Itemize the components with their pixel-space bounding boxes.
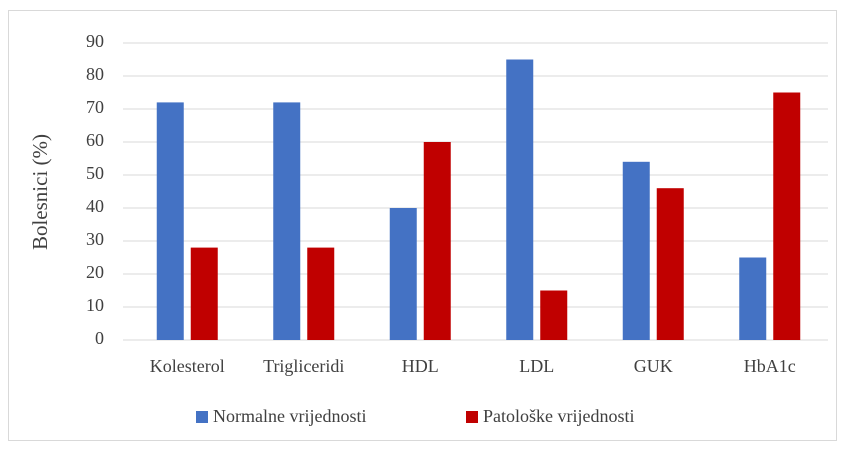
y-tick-label: 90 (86, 31, 104, 51)
x-tick-label: Trigliceridi (263, 356, 344, 376)
y-tick-label: 50 (86, 163, 104, 183)
y-tick-label: 80 (86, 64, 104, 84)
chart-frame (8, 10, 837, 441)
bar (273, 102, 301, 341)
y-tick-label: 70 (86, 97, 104, 117)
legend-label: Normalne vrijednosti (213, 406, 366, 426)
legend-swatch (466, 411, 478, 423)
bar (389, 208, 417, 340)
y-tick-label: 30 (86, 229, 104, 249)
legend-swatch (196, 411, 208, 423)
bar (506, 59, 534, 340)
bar (156, 102, 184, 341)
y-axis-label: Bolesnici (%) (28, 134, 52, 250)
x-tick-label: LDL (519, 356, 554, 376)
x-tick-label: Kolesterol (150, 356, 225, 376)
x-tick-label: HDL (402, 356, 439, 376)
y-tick-label: 60 (86, 130, 104, 150)
x-tick-label: HbA1c (744, 356, 796, 376)
bar (739, 257, 767, 340)
bar (656, 188, 684, 340)
y-tick-label: 20 (86, 262, 104, 282)
legend-label: Patološke vrijednosti (483, 406, 635, 426)
x-tick-label: GUK (634, 356, 673, 376)
y-tick-label: 0 (95, 328, 104, 348)
y-tick-label: 40 (86, 196, 104, 216)
bar (423, 142, 451, 340)
bar (307, 247, 335, 340)
y-tick-label: 10 (86, 295, 104, 315)
bar (773, 92, 801, 340)
bar (190, 247, 218, 340)
bar (622, 161, 650, 340)
bar (540, 290, 568, 340)
